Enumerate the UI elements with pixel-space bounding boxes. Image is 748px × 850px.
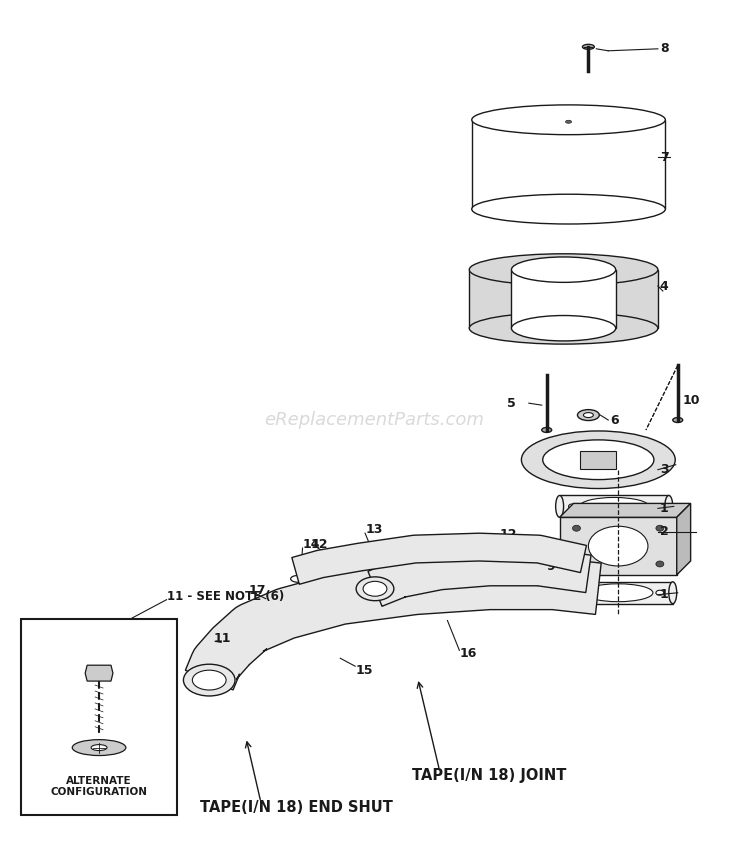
Ellipse shape bbox=[572, 561, 580, 567]
Text: TAPE(I/N 18) END SHUT: TAPE(I/N 18) END SHUT bbox=[200, 800, 393, 814]
Polygon shape bbox=[218, 632, 248, 660]
Ellipse shape bbox=[543, 440, 654, 479]
Text: 11: 11 bbox=[213, 632, 230, 645]
Ellipse shape bbox=[656, 590, 663, 595]
Text: 2: 2 bbox=[660, 525, 669, 538]
Text: 12: 12 bbox=[310, 537, 328, 551]
Ellipse shape bbox=[583, 584, 653, 602]
Polygon shape bbox=[529, 549, 541, 583]
Text: 7: 7 bbox=[660, 150, 669, 163]
Text: 1: 1 bbox=[660, 502, 669, 515]
Ellipse shape bbox=[227, 642, 239, 651]
Ellipse shape bbox=[652, 504, 660, 509]
Ellipse shape bbox=[91, 745, 107, 751]
Ellipse shape bbox=[363, 581, 387, 596]
Ellipse shape bbox=[192, 670, 226, 690]
Text: ALTERNATE
CONFIGURATION: ALTERNATE CONFIGURATION bbox=[51, 775, 147, 797]
Polygon shape bbox=[580, 450, 616, 468]
Text: 10: 10 bbox=[683, 394, 700, 406]
Ellipse shape bbox=[656, 561, 663, 567]
Text: 11 - SEE NOTE (6): 11 - SEE NOTE (6) bbox=[167, 590, 283, 604]
Ellipse shape bbox=[319, 553, 352, 575]
Text: 9: 9 bbox=[547, 560, 555, 574]
Text: 3: 3 bbox=[660, 463, 669, 476]
Polygon shape bbox=[560, 496, 669, 518]
Ellipse shape bbox=[583, 412, 593, 417]
Polygon shape bbox=[469, 269, 658, 328]
Ellipse shape bbox=[472, 195, 665, 224]
Ellipse shape bbox=[665, 496, 672, 518]
Text: 16: 16 bbox=[459, 647, 476, 660]
Ellipse shape bbox=[565, 121, 571, 123]
Ellipse shape bbox=[577, 410, 599, 421]
Ellipse shape bbox=[356, 577, 394, 601]
Polygon shape bbox=[292, 533, 586, 584]
Polygon shape bbox=[560, 503, 690, 518]
Text: eReplacementParts.com: eReplacementParts.com bbox=[264, 411, 484, 429]
Ellipse shape bbox=[512, 257, 616, 282]
Ellipse shape bbox=[589, 526, 648, 566]
Text: 14: 14 bbox=[302, 537, 320, 551]
Polygon shape bbox=[252, 597, 280, 620]
Text: 4: 4 bbox=[660, 280, 669, 292]
Polygon shape bbox=[563, 582, 672, 603]
Text: 5: 5 bbox=[507, 397, 516, 410]
Ellipse shape bbox=[469, 312, 658, 344]
Text: 1: 1 bbox=[660, 588, 669, 601]
Ellipse shape bbox=[669, 582, 677, 603]
Ellipse shape bbox=[325, 557, 346, 571]
Ellipse shape bbox=[495, 546, 523, 564]
Text: 8: 8 bbox=[660, 42, 669, 55]
Polygon shape bbox=[472, 120, 665, 209]
Ellipse shape bbox=[580, 497, 649, 515]
Ellipse shape bbox=[527, 566, 543, 572]
Polygon shape bbox=[21, 619, 177, 815]
Ellipse shape bbox=[500, 550, 518, 560]
Text: 6: 6 bbox=[610, 414, 619, 427]
Polygon shape bbox=[85, 666, 113, 681]
Polygon shape bbox=[677, 503, 690, 575]
Polygon shape bbox=[368, 548, 591, 606]
Ellipse shape bbox=[527, 559, 543, 565]
Ellipse shape bbox=[583, 44, 595, 49]
Ellipse shape bbox=[469, 254, 658, 286]
Ellipse shape bbox=[542, 428, 552, 433]
Ellipse shape bbox=[521, 431, 675, 489]
Polygon shape bbox=[560, 518, 677, 575]
Ellipse shape bbox=[183, 664, 235, 696]
Text: 15: 15 bbox=[355, 664, 373, 677]
Ellipse shape bbox=[672, 417, 683, 422]
Ellipse shape bbox=[73, 740, 126, 756]
Ellipse shape bbox=[572, 525, 580, 531]
Text: TAPE(I/N 18) JOINT: TAPE(I/N 18) JOINT bbox=[412, 768, 566, 783]
Ellipse shape bbox=[472, 105, 665, 134]
Polygon shape bbox=[186, 558, 601, 690]
Text: 12: 12 bbox=[499, 528, 517, 541]
Ellipse shape bbox=[512, 315, 616, 341]
Ellipse shape bbox=[261, 604, 271, 613]
Text: 17: 17 bbox=[249, 584, 266, 598]
Ellipse shape bbox=[527, 573, 543, 579]
Ellipse shape bbox=[568, 504, 577, 509]
Polygon shape bbox=[512, 269, 616, 328]
Text: 13: 13 bbox=[365, 523, 382, 536]
Ellipse shape bbox=[560, 582, 568, 603]
Ellipse shape bbox=[556, 496, 563, 518]
Ellipse shape bbox=[572, 590, 580, 595]
Ellipse shape bbox=[656, 525, 663, 531]
